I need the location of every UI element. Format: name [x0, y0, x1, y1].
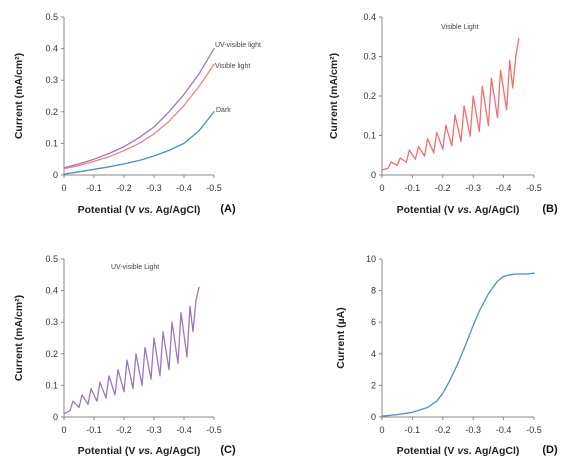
x-tick-label: -0.1: [86, 183, 102, 193]
y-tick-label: 0: [371, 412, 376, 422]
y-tick-label: 0.1: [363, 131, 376, 141]
x-tick-label: 0: [61, 425, 66, 435]
y-tick-label: 0.4: [363, 12, 376, 22]
x-tick-label: -0.2: [435, 183, 451, 193]
chart-panel: 0 2 4 6 8 10 0 -0.1 -0.2 -0.3 -0.4 -0.5 Potential (V…: [335, 254, 558, 457]
y-tick-label: 2: [371, 380, 376, 390]
series-label: UV-visible light: [215, 42, 261, 49]
series-label: Visible light: [215, 63, 250, 70]
chart-panel: 0 0.1 0.2 0.3 0.4 0 -0.1 -0.2 -0.3 -0.4 -0.5 Potent…: [328, 12, 558, 216]
x-axis-label: Potential (V vs. Ag/AgCl): [397, 204, 520, 216]
x-tick-label: 0: [61, 183, 66, 193]
series-line: [381, 272, 535, 417]
series-line: [381, 38, 520, 171]
x-tick-label: -0.2: [116, 425, 132, 435]
panel-letter: (B): [542, 203, 558, 215]
x-tick-label: -0.4: [496, 183, 512, 193]
x-tick-label: -0.3: [146, 183, 162, 193]
y-tick-label: 0: [53, 412, 58, 422]
x-tick-label: -0.1: [86, 425, 102, 435]
x-tick-label: 0: [379, 183, 384, 193]
y-tick-label: 0.1: [45, 380, 58, 390]
y-tick-label: 0: [53, 170, 58, 180]
x-tick-label: -0.2: [435, 425, 451, 435]
y-axis-label: Current (µA): [335, 307, 347, 368]
chart-panel: 0 0.1 0.2 0.3 0.4 0.5 0 -0.1 -0.2 -0.3 -0.4 -0.5 Pot…: [13, 12, 261, 216]
y-tick-label: 0: [371, 170, 376, 180]
y-tick-label: 0.5: [45, 254, 58, 264]
x-tick-label: -0.3: [465, 425, 481, 435]
y-tick-label: 0.3: [45, 75, 58, 85]
y-tick-label: 6: [371, 317, 376, 327]
series-line: [63, 111, 215, 175]
series-label: Dark: [216, 107, 231, 114]
y-tick-label: 10: [366, 254, 376, 264]
x-axis-label: Potential (V vs. Ag/AgCl): [78, 204, 201, 216]
panel-letter: (C): [220, 444, 236, 456]
x-tick-label: -0.3: [146, 425, 162, 435]
y-tick-label: 4: [371, 349, 376, 359]
x-tick-label: -0.3: [465, 183, 481, 193]
x-tick-label: -0.4: [176, 425, 192, 435]
y-tick-label: 0.2: [363, 91, 376, 101]
y-tick-label: 0.3: [45, 317, 58, 327]
x-tick-label: -0.4: [176, 183, 192, 193]
x-tick-label: -0.2: [116, 183, 132, 193]
y-tick-label: 0.4: [45, 44, 58, 54]
x-tick-label: -0.5: [526, 183, 542, 193]
x-tick-label: 0: [379, 425, 384, 435]
series-line: [63, 47, 215, 169]
x-axis-label: Potential (V vs. Ag/AgCl): [78, 445, 201, 457]
chart-annotation: UV-visible Light: [111, 264, 159, 271]
panel-letter: (D): [542, 444, 558, 456]
x-tick-label: -0.1: [405, 183, 421, 193]
series-line: [63, 286, 200, 415]
y-tick-label: 8: [371, 286, 376, 296]
x-tick-label: -0.5: [526, 425, 542, 435]
y-tick-label: 0.2: [45, 107, 58, 117]
series-line: [63, 63, 215, 170]
y-tick-label: 0.4: [45, 286, 58, 296]
y-axis-label: Current (mA/cm²): [328, 53, 340, 139]
y-axis-label: Current (mA/cm²): [13, 53, 25, 139]
y-tick-label: 0.1: [45, 138, 58, 148]
y-tick-label: 0.5: [45, 12, 58, 22]
x-axis-label: Potential (V vs. Ag/AgCl): [397, 445, 520, 457]
y-tick-label: 0.2: [45, 349, 58, 359]
x-tick-label: -0.5: [206, 425, 222, 435]
chart-annotation: Visible Light: [441, 24, 479, 31]
x-tick-label: -0.4: [496, 425, 512, 435]
x-tick-label: -0.1: [405, 425, 421, 435]
y-tick-label: 0.3: [363, 52, 376, 62]
y-axis-label: Current (mA/cm²): [13, 295, 25, 381]
x-tick-label: -0.5: [206, 183, 222, 193]
panel-letter: (A): [220, 203, 236, 215]
chart-panel: 0 0.1 0.2 0.3 0.4 0.5 0 -0.1 -0.2 -0.3 -0.4 -0.5 Pot…: [13, 254, 236, 457]
